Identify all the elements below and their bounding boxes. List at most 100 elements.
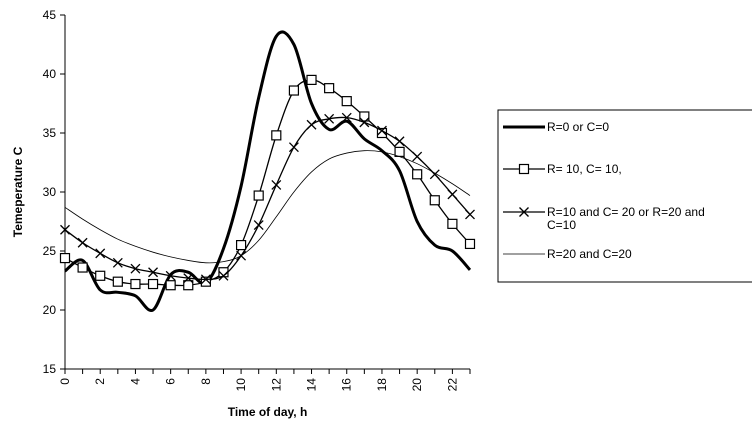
data-point [148,267,159,278]
x-marker-stroke [77,237,88,248]
x-tick-label: 10 [234,378,248,392]
y-tick-label: 15 [43,362,57,376]
data-point [288,85,300,96]
legend-marker [518,163,530,175]
x-marker-stroke [148,267,159,278]
series-layer [59,30,476,312]
x-marker-stroke [271,179,282,190]
series-4 [64,150,471,264]
data-point [235,240,247,251]
x-marker-stroke [112,257,123,268]
y-tick-label: 40 [43,67,57,81]
data-point [218,270,229,281]
x-marker-stroke [183,273,194,284]
data-point [165,280,176,291]
x-marker-stroke [60,224,70,235]
data-point [183,273,194,284]
data-point [359,117,370,128]
x-marker-stroke [376,125,387,136]
series-3 [60,112,475,285]
data-point [183,280,194,291]
data-point [95,248,106,259]
x-marker-stroke [95,248,106,259]
legend-item: R= 10, C= 10, [503,162,622,176]
x-marker-stroke [200,274,211,285]
data-point [429,195,440,206]
x-tick-label: 4 [128,378,142,385]
axes: 15 20 25 30 35 40 45 0 2 4 6 8 10 12 14 16 18 20 22 [43,8,471,392]
x-marker-stroke [359,117,370,128]
x-tick-label: 22 [445,378,459,392]
y-tick-label: 45 [43,8,57,22]
x-marker-stroke [218,270,229,281]
legend-marker [519,207,529,217]
x-tick-label: 12 [269,378,283,392]
x-marker-stroke [306,119,317,130]
data-point [271,179,282,190]
legend-item: R=20 and C=20 [503,247,632,261]
series-line [64,79,471,287]
data-point [112,257,123,268]
x-marker-stroke [519,207,529,217]
data-point [324,113,335,124]
data-point [288,142,299,153]
series-line [64,150,471,264]
x-marker-stroke [465,209,475,220]
x-tick-label: 16 [340,378,354,392]
data-point [376,125,387,136]
legend-item: R=10 and C= 20 or R=20 and C=10 [503,205,705,232]
legend-label: R= 10, C= 10, [547,162,622,176]
y-tick-label: 30 [43,185,57,199]
data-point [359,111,370,122]
y-tick-label: 35 [43,126,57,140]
data-point [412,169,423,180]
data-point [324,83,335,94]
data-point [341,112,352,123]
series-2 [59,74,476,291]
data-point [60,224,70,235]
data-point [447,218,458,229]
data-point [77,237,88,248]
data-point [130,263,141,274]
data-point [200,276,211,287]
data-point [253,190,264,201]
data-point [77,262,88,273]
data-point [464,238,476,250]
data-point [394,146,405,157]
legend-label: R=20 and C=20 [547,247,632,261]
data-point [465,209,475,220]
x-marker-stroke [130,263,141,274]
data-point [130,278,141,290]
data-point [59,252,71,264]
data-point [306,119,317,130]
x-tick-label: 20 [410,378,424,392]
y-tick-label: 25 [43,244,57,258]
data-point [200,274,211,285]
x-tick-label: 6 [164,378,178,385]
legend-label: R=10 and C= 20 or R=20 and C=10 [547,205,705,232]
data-point [95,270,106,281]
data-point [271,130,282,141]
data-point [306,74,317,86]
x-marker-stroke [447,189,458,200]
data-point [341,96,352,107]
data-point [253,220,264,230]
x-tick-label: 14 [305,378,319,392]
x-tick-label: 18 [375,378,389,392]
series-line [64,30,472,312]
legend-item: R=0 or C=0 [503,120,609,134]
x-marker-stroke [324,113,335,124]
x-tick-label: 2 [93,378,107,385]
data-point [112,276,123,287]
x-marker-stroke [412,151,423,162]
x-marker-stroke [394,136,405,147]
legend-box [497,109,752,283]
y-axis-title: Temeperature C [11,146,25,237]
data-point [447,189,458,200]
data-point [165,270,176,281]
x-marker-stroke [253,220,264,230]
legend-label: R=0 or C=0 [547,120,609,134]
series-1 [64,30,472,312]
